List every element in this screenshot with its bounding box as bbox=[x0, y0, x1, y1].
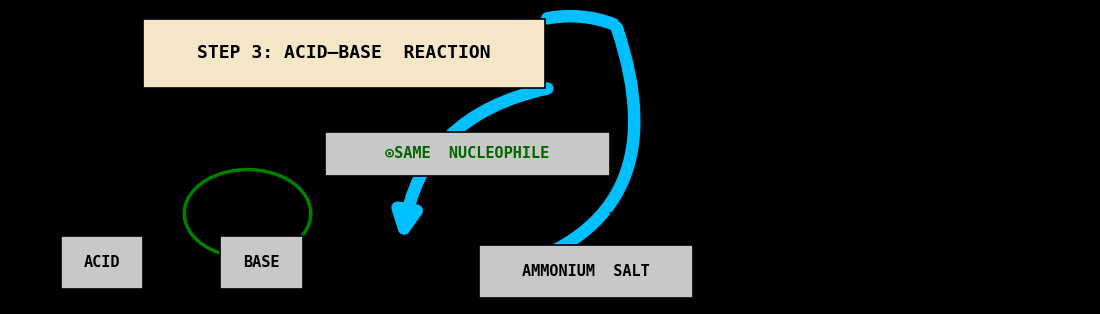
Text: BASE: BASE bbox=[243, 255, 279, 270]
Text: STEP 3: ACID–BASE  REACTION: STEP 3: ACID–BASE REACTION bbox=[197, 44, 491, 62]
FancyBboxPatch shape bbox=[220, 236, 302, 289]
FancyBboxPatch shape bbox=[143, 19, 544, 88]
Text: ACID: ACID bbox=[84, 255, 120, 270]
Text: NH⁺: NH⁺ bbox=[608, 212, 635, 227]
Text: ⊙SAME  NUCLEOPHILE: ⊙SAME NUCLEOPHILE bbox=[385, 146, 550, 161]
Text: AMMONIUM  SALT: AMMONIUM SALT bbox=[521, 264, 650, 279]
FancyBboxPatch shape bbox=[478, 245, 693, 298]
FancyBboxPatch shape bbox=[60, 236, 143, 289]
FancyBboxPatch shape bbox=[324, 132, 610, 176]
